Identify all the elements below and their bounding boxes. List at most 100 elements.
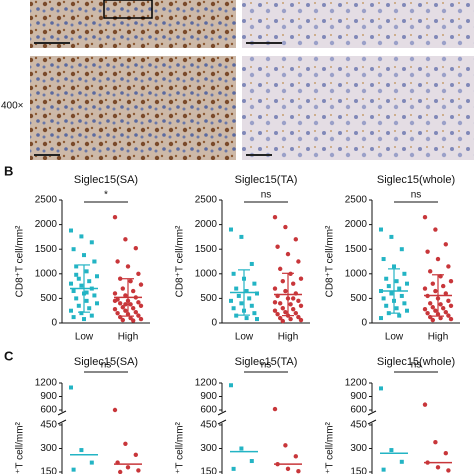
point [272, 308, 278, 313]
point [231, 306, 236, 311]
micrograph [30, 56, 236, 160]
point [74, 296, 79, 301]
point [441, 306, 446, 311]
point [446, 313, 451, 318]
point [392, 264, 396, 269]
axis-break [217, 410, 227, 416]
point [79, 448, 84, 453]
point [84, 298, 89, 303]
point [125, 264, 131, 269]
point [288, 316, 293, 322]
point [84, 290, 89, 295]
point [95, 274, 99, 279]
y-tick-label: 600 [40, 405, 57, 416]
point [291, 281, 296, 286]
point [435, 465, 441, 470]
point [422, 402, 428, 407]
point [236, 293, 241, 298]
point [123, 308, 128, 313]
point [379, 386, 383, 391]
y-tick-label: 500 [350, 293, 367, 304]
point [231, 271, 236, 276]
point [69, 281, 73, 286]
point [118, 301, 123, 306]
point [133, 309, 138, 315]
y-tick-label: 2000 [345, 219, 368, 230]
point [128, 302, 133, 307]
point [123, 441, 128, 446]
y-tick-label: 1500 [345, 244, 368, 255]
y-tick-label: 0 [211, 318, 217, 329]
point [430, 317, 435, 323]
point [118, 469, 123, 474]
point [249, 303, 254, 308]
y-tick-label: 2500 [345, 195, 368, 206]
point [278, 315, 283, 321]
point [443, 309, 448, 315]
point [87, 306, 92, 311]
y-tick-label: 500 [40, 293, 57, 304]
y-tick-label: 150 [200, 467, 217, 474]
y-tick-label: 300 [200, 443, 217, 454]
point [381, 257, 386, 262]
y-tick-label: 300 [40, 443, 57, 454]
point [422, 286, 428, 291]
point [283, 288, 288, 294]
point [92, 293, 97, 298]
point [82, 317, 86, 322]
sig-label: ns [261, 360, 272, 371]
point [138, 316, 144, 322]
point [443, 291, 448, 296]
micrograph [30, 0, 236, 48]
x-tick-label: Low [235, 332, 254, 343]
point [112, 307, 118, 312]
point [229, 298, 233, 303]
sig-label: * [104, 190, 108, 201]
point [448, 278, 454, 284]
point [76, 276, 81, 281]
y-tick-label: 1200 [195, 378, 218, 389]
point [69, 228, 73, 233]
point [288, 302, 293, 307]
point [402, 271, 407, 276]
point [249, 261, 254, 266]
point [229, 383, 233, 388]
point [428, 314, 433, 320]
point [405, 281, 409, 286]
point [425, 249, 430, 254]
point [379, 316, 383, 321]
point [239, 234, 244, 239]
point [425, 310, 430, 316]
point [272, 215, 278, 220]
micrograph [242, 56, 474, 160]
y-tick-label: 1000 [195, 268, 218, 279]
panel-label: C [4, 348, 14, 363]
point [92, 259, 97, 264]
point [71, 315, 76, 320]
point [136, 313, 141, 318]
point [272, 300, 278, 305]
point [74, 264, 79, 269]
micrographs [30, 0, 474, 160]
point [69, 308, 73, 313]
point [131, 318, 136, 323]
point [95, 301, 99, 306]
point [428, 301, 433, 306]
point [115, 310, 120, 316]
point [293, 454, 298, 459]
point [133, 246, 138, 251]
point [381, 467, 386, 472]
y-axis-label: CD4⁺T cell/mm² [15, 421, 26, 474]
x-tick-label: Low [385, 332, 404, 343]
point [428, 269, 433, 274]
point [272, 406, 278, 412]
point [115, 259, 120, 264]
chart-title: Siglec15(TA) [235, 356, 298, 368]
point [296, 314, 301, 320]
y-tick-label: 1000 [35, 268, 58, 279]
point [252, 281, 257, 286]
point [298, 303, 304, 308]
point [239, 446, 244, 451]
point [112, 407, 118, 413]
